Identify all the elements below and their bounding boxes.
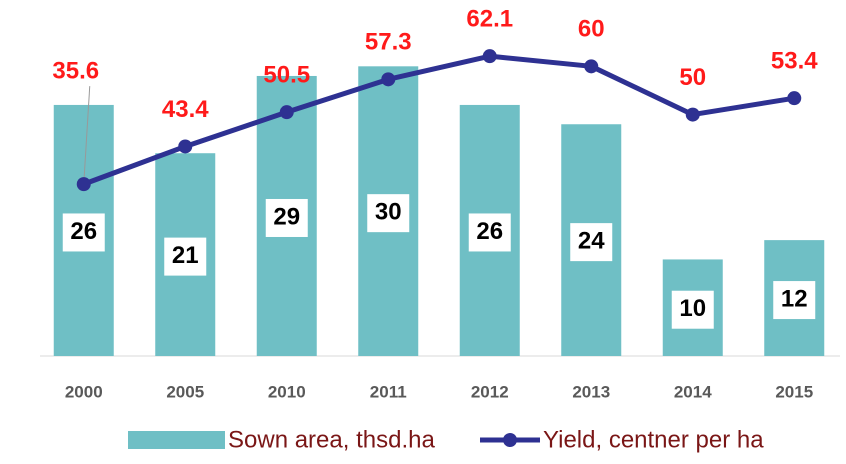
line-point — [685, 107, 700, 122]
bar-label: 26 — [70, 218, 97, 245]
line-point — [482, 49, 497, 64]
x-tick-label: 2011 — [370, 382, 407, 401]
line-point — [76, 177, 91, 192]
bar-label-box — [62, 213, 105, 252]
bar-label-box — [773, 281, 816, 320]
bar-label: 24 — [578, 227, 605, 254]
x-tick-label: 2014 — [674, 382, 712, 401]
x-tick-label: 2010 — [268, 382, 306, 401]
bar-label: 12 — [781, 285, 808, 312]
bar-label: 10 — [679, 295, 706, 322]
bar-label-box — [468, 213, 511, 252]
line-label: 62.1 — [466, 6, 513, 33]
line-point — [178, 139, 193, 154]
line-point — [381, 72, 396, 87]
leader-line — [83, 86, 91, 185]
line-label: 35.6 — [52, 57, 99, 84]
line-point — [279, 105, 294, 120]
line-label: 60 — [578, 16, 605, 43]
line-label: 50.5 — [263, 62, 310, 89]
line — [82, 53, 795, 187]
legend-label: Yield, centner per ha — [543, 426, 764, 453]
x-tick-label: 2005 — [166, 382, 204, 401]
x-tick-label: 2000 — [65, 382, 103, 401]
bar-label-box — [164, 237, 207, 276]
bar-label-box — [570, 223, 613, 262]
x-tick-label: 2015 — [775, 382, 813, 401]
x-tick-label: 2013 — [572, 382, 610, 401]
bar-label: 30 — [375, 199, 402, 226]
bar-label-box — [671, 290, 714, 329]
line-point — [584, 59, 599, 74]
bar-label-box — [265, 198, 308, 237]
legend-label: Sown area, thsd.ha — [228, 426, 435, 453]
x-tick-label: 2012 — [471, 382, 509, 401]
line-label: 50 — [679, 64, 706, 91]
line-label: 53.4 — [771, 48, 818, 75]
bar-label: 29 — [273, 203, 300, 230]
line-label: 43.4 — [162, 96, 209, 123]
legend-swatch-dot — [503, 433, 517, 447]
line-label: 57.3 — [365, 29, 412, 56]
legend-swatch — [128, 431, 225, 449]
bar-label-box — [367, 194, 410, 233]
line-point — [787, 91, 802, 106]
bar-label: 21 — [172, 242, 199, 269]
bar-label: 26 — [476, 218, 503, 245]
